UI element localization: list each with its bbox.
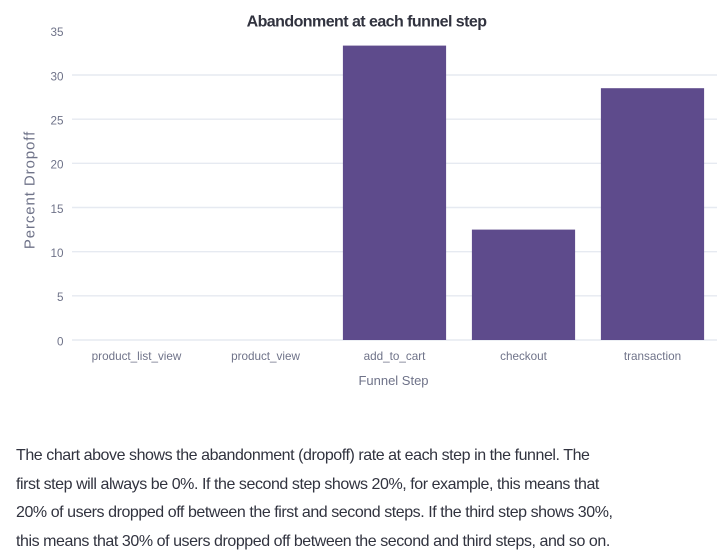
svg-text:20: 20 xyxy=(50,159,64,172)
svg-text:Abandonment at each funnel ste: Abandonment at each funnel step xyxy=(247,14,488,31)
svg-text:product_view: product_view xyxy=(231,350,300,363)
svg-text:5: 5 xyxy=(57,291,64,304)
svg-text:30: 30 xyxy=(50,70,64,83)
svg-text:Funnel Step: Funnel Step xyxy=(358,373,428,388)
svg-text:transaction: transaction xyxy=(624,350,681,363)
svg-text:35: 35 xyxy=(50,26,64,39)
svg-text:0: 0 xyxy=(57,335,64,348)
svg-text:10: 10 xyxy=(50,247,64,260)
svg-text:15: 15 xyxy=(50,203,64,216)
svg-text:25: 25 xyxy=(50,115,64,128)
svg-text:product_list_view: product_list_view xyxy=(92,350,182,363)
svg-text:Percent Dropoff: Percent Dropoff xyxy=(22,131,39,249)
svg-text:add_to_cart: add_to_cart xyxy=(364,350,426,363)
svg-text:checkout: checkout xyxy=(500,350,548,363)
